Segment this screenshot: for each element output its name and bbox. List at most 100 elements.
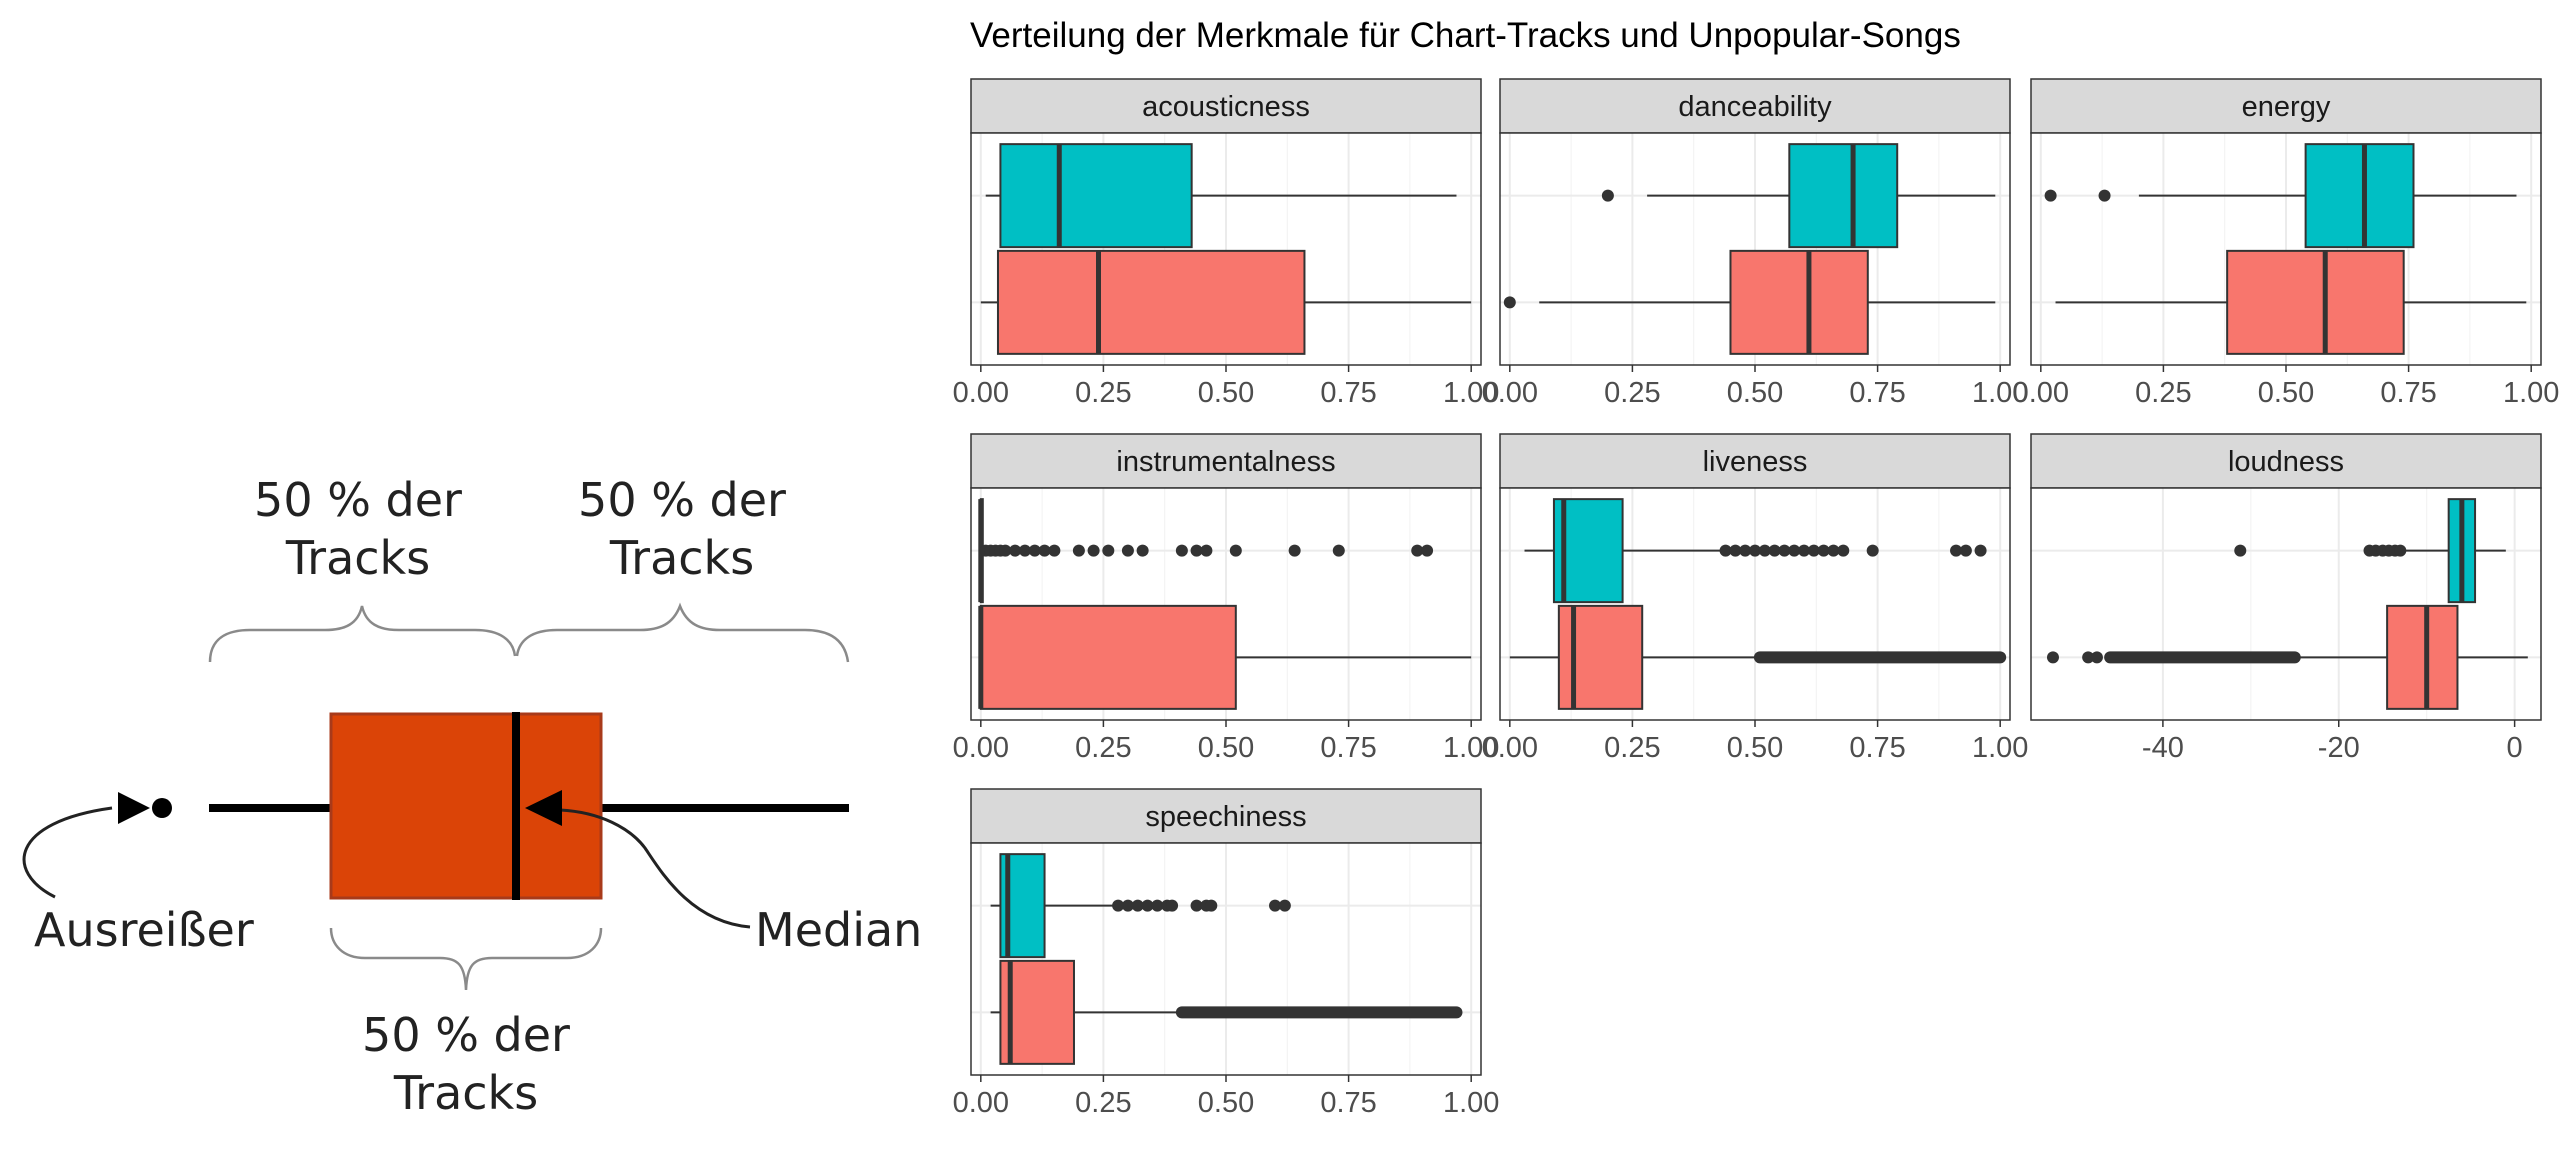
x-tick-label: 0.75 xyxy=(1849,732,1905,764)
facet-strip xyxy=(1499,78,2011,134)
outlier-point xyxy=(1166,899,1179,912)
facet-strip xyxy=(970,788,1482,844)
brace-upper-left xyxy=(208,605,517,663)
box-iqr xyxy=(1788,143,1899,249)
x-tick-label: 1.00 xyxy=(1972,377,2028,409)
outlier-point xyxy=(1503,296,1516,309)
x-tick-label: 0.25 xyxy=(1604,377,1660,409)
x-tick-label: 0.75 xyxy=(1320,732,1376,764)
outlier-point xyxy=(1411,544,1424,557)
box-salmon xyxy=(2046,604,2528,710)
upper-left-label-line1: 50 % der xyxy=(254,473,462,527)
outlier-point xyxy=(1131,899,1144,912)
box-salmon xyxy=(980,249,1472,355)
outlier-point xyxy=(1758,544,1771,557)
x-tick-label: 0.00 xyxy=(1482,377,1538,409)
box-salmon xyxy=(990,959,1463,1065)
box-iqr xyxy=(996,249,1306,355)
outlier-point xyxy=(1837,544,1850,557)
outlier-point xyxy=(1190,899,1203,912)
x-tick-label: 0.50 xyxy=(1198,732,1254,764)
x-tick-label: 0.00 xyxy=(953,732,1009,764)
outlier-point xyxy=(1038,544,1051,557)
boxplot-explanation: 50 % der Tracks 50 % der Tracks 50 % der… xyxy=(22,473,922,1120)
outlier-point xyxy=(1112,899,1125,912)
facet-strip-label: loudness xyxy=(2228,446,2344,478)
facet-liveness: liveness 0.00 0.25 0.50 0.75 1.00 xyxy=(1482,433,2028,764)
x-tick-label: 0.25 xyxy=(1604,732,1660,764)
x-tick-label: -40 xyxy=(2142,732,2184,764)
outlier-point xyxy=(2082,651,2095,664)
outlier-point xyxy=(1798,544,1811,557)
box-cyan xyxy=(985,143,1457,249)
outlier-point xyxy=(1048,544,1061,557)
median-label: Median xyxy=(755,903,922,957)
bottom-label-line2: Tracks xyxy=(393,1066,538,1120)
outlier-point xyxy=(2234,544,2247,557)
facet-panel-border xyxy=(970,132,1482,366)
facet-strip-label: danceability xyxy=(1678,91,1832,123)
outlier-point xyxy=(1072,544,1085,557)
outlier-point xyxy=(1332,544,1345,557)
x-tick-label: 1.00 xyxy=(2503,377,2559,409)
x-tick-label: 0.50 xyxy=(2258,377,2314,409)
x-tick-label: 1.00 xyxy=(1443,377,1499,409)
facet-panel-border xyxy=(2030,132,2542,366)
facet-strip-label: liveness xyxy=(1703,446,1808,478)
x-tick-label: 0.50 xyxy=(1198,377,1254,409)
box-cyan xyxy=(1524,498,1987,604)
outlier-point xyxy=(1136,544,1149,557)
outlier-point xyxy=(1768,544,1781,557)
outlier-point xyxy=(1141,899,1154,912)
outlier-point xyxy=(1028,544,1041,557)
outlier-point xyxy=(1866,544,1879,557)
outlier-point xyxy=(2044,189,2057,202)
outlier-point xyxy=(1269,899,1282,912)
x-tick-label: 0.25 xyxy=(1075,377,1131,409)
box-cyan xyxy=(2044,143,2517,249)
x-tick-label: 0.25 xyxy=(1075,1087,1131,1119)
outlier-point xyxy=(2046,651,2059,664)
outlier-point xyxy=(1421,544,1434,557)
outlier-point xyxy=(1817,544,1830,557)
outlier-point xyxy=(2098,189,2111,202)
outlier-point xyxy=(1729,544,1742,557)
facet-strip xyxy=(970,433,1482,489)
box-salmon xyxy=(978,604,1472,710)
brace-bottom xyxy=(329,927,603,991)
brace-upper-right xyxy=(515,602,850,663)
x-tick-label: 0.50 xyxy=(1727,377,1783,409)
outlier-point xyxy=(1190,544,1203,557)
facet-energy: energy 0.00 0.25 0.50 0.75 1.00 xyxy=(2013,78,2559,409)
facet-strip-label: energy xyxy=(2242,91,2331,123)
upper-right-label-line1: 50 % der xyxy=(578,473,786,527)
facet-danceability: danceability 0.00 0.25 0.50 0.75 1.00 xyxy=(1482,78,2028,409)
box-iqr xyxy=(2304,143,2415,249)
x-tick-label: 0.50 xyxy=(1198,1087,1254,1119)
outlier-label: Ausreißer xyxy=(34,903,254,957)
x-tick-label: 0 xyxy=(2507,732,2523,764)
outlier-point xyxy=(1151,899,1164,912)
outlier-point xyxy=(1087,544,1100,557)
x-tick-label: 1.00 xyxy=(1443,732,1499,764)
box-iqr xyxy=(2226,249,2405,355)
upper-right-label-line2: Tracks xyxy=(609,531,754,585)
outlier-point xyxy=(1778,544,1791,557)
x-tick-label: 0.75 xyxy=(1849,377,1905,409)
x-tick-label: 0.00 xyxy=(953,377,1009,409)
facet-strip-label: speechiness xyxy=(1145,801,1306,833)
facet-panel-border xyxy=(970,842,1482,1076)
outlier-point xyxy=(1018,544,1031,557)
x-tick-label: 0.25 xyxy=(1075,732,1131,764)
outlier-point xyxy=(1121,899,1134,912)
facet-panel-border xyxy=(970,487,1482,721)
facet-strip-label: acousticness xyxy=(1142,91,1310,123)
x-tick-label: 0.75 xyxy=(1320,377,1376,409)
outlier-point xyxy=(1959,544,1972,557)
outlier-point xyxy=(1719,544,1732,557)
facet-panel-border xyxy=(2030,487,2542,721)
outlier-point xyxy=(1950,544,1963,557)
facet-strip-label: instrumentalness xyxy=(1116,446,1335,478)
